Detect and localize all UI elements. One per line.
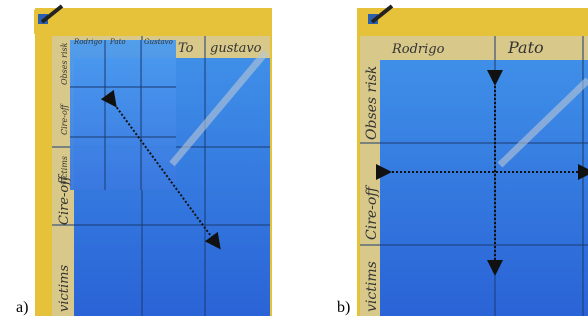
column-label: Rodrigo — [391, 42, 445, 57]
overlay-row: Cire-off — [60, 103, 69, 135]
overlay-row: Obses risk — [60, 42, 69, 85]
row-label: Cire-off — [57, 173, 72, 225]
column-label: To — [178, 41, 194, 56]
row-label: victims — [364, 261, 380, 312]
column-label: Pato — [507, 38, 544, 57]
overlay-col: Pato — [109, 38, 126, 46]
grid-area — [380, 60, 588, 316]
overlay-col: Rodrigo — [73, 38, 102, 46]
panel-label: a) — [16, 299, 28, 316]
page: {"panel_a": {"label": "a)", "overlay_col… — [0, 0, 588, 322]
column-label: gustavo — [210, 41, 262, 56]
row-label: victims — [57, 265, 72, 312]
panel-a: Rodrigo Pato Gustavo To gustavo Obses ri… — [16, 6, 272, 316]
row-label: Obses risk — [364, 66, 380, 140]
overlay-col: Gustavo — [144, 38, 173, 46]
row-label: Cire-off — [364, 185, 380, 240]
figure: Rodrigo Pato Gustavo To gustavo Obses ri… — [0, 0, 588, 322]
panel-label: b) — [337, 299, 350, 316]
panel-b: Rodrigo Pato Obses risk Cire-off victims… — [337, 6, 588, 316]
